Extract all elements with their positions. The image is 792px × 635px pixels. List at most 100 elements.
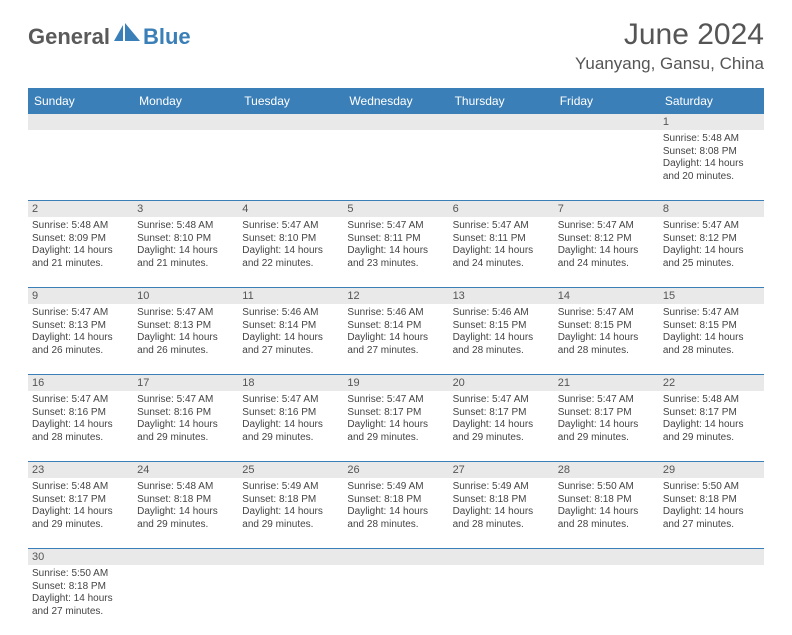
day-number-row: 2345678 [28,201,764,217]
day-cell: Sunrise: 5:49 AMSunset: 8:18 PMDaylight:… [238,478,343,548]
daylight-text: and 29 minutes. [242,519,339,532]
day-number [133,114,238,130]
daylight-text: and 29 minutes. [137,519,234,532]
day-number: 16 [28,375,133,391]
daylight-text: and 20 minutes. [663,171,760,184]
sunrise-text: Sunrise: 5:48 AM [137,481,234,494]
daylight-text: and 21 minutes. [137,258,234,271]
sunrise-text: Sunrise: 5:50 AM [558,481,655,494]
sunrise-text: Sunrise: 5:47 AM [242,394,339,407]
sunset-text: Sunset: 8:16 PM [32,407,129,420]
daylight-text: and 28 minutes. [453,519,550,532]
day-cell [554,565,659,635]
sunset-text: Sunset: 8:14 PM [347,320,444,333]
day-cell: Sunrise: 5:47 AMSunset: 8:16 PMDaylight:… [28,391,133,461]
day-number-row: 23242526272829 [28,462,764,478]
daylight-text: Daylight: 14 hours [32,593,129,606]
day-number: 17 [133,375,238,391]
day-cell: Sunrise: 5:47 AMSunset: 8:10 PMDaylight:… [238,217,343,287]
month-title: June 2024 [575,18,764,52]
day-cell: Sunrise: 5:46 AMSunset: 8:14 PMDaylight:… [238,304,343,374]
day-cell: Sunrise: 5:49 AMSunset: 8:18 PMDaylight:… [449,478,554,548]
daylight-text: Daylight: 14 hours [347,506,444,519]
sunrise-text: Sunrise: 5:48 AM [32,481,129,494]
sunrise-text: Sunrise: 5:47 AM [558,220,655,233]
day-number: 29 [659,462,764,478]
daylight-text: Daylight: 14 hours [242,506,339,519]
day-cell: Sunrise: 5:50 AMSunset: 8:18 PMDaylight:… [659,478,764,548]
daylight-text: Daylight: 14 hours [347,245,444,258]
sunrise-text: Sunrise: 5:47 AM [663,220,760,233]
sunset-text: Sunset: 8:15 PM [558,320,655,333]
sunset-text: Sunset: 8:13 PM [32,320,129,333]
daylight-text: and 27 minutes. [663,519,760,532]
day-number: 5 [343,201,448,217]
sunrise-text: Sunrise: 5:50 AM [32,568,129,581]
day-number: 21 [554,375,659,391]
day-cell [133,130,238,200]
day-cell: Sunrise: 5:47 AMSunset: 8:15 PMDaylight:… [554,304,659,374]
day-cell: Sunrise: 5:47 AMSunset: 8:12 PMDaylight:… [659,217,764,287]
day-number [28,114,133,130]
day-cell: Sunrise: 5:47 AMSunset: 8:15 PMDaylight:… [659,304,764,374]
week-row: Sunrise: 5:50 AMSunset: 8:18 PMDaylight:… [28,565,764,635]
day-cell: Sunrise: 5:48 AMSunset: 8:17 PMDaylight:… [28,478,133,548]
daylight-text: Daylight: 14 hours [558,419,655,432]
sunrise-text: Sunrise: 5:47 AM [137,307,234,320]
sunrise-text: Sunrise: 5:47 AM [558,307,655,320]
sunrise-text: Sunrise: 5:47 AM [453,220,550,233]
daylight-text: and 26 minutes. [32,345,129,358]
sunset-text: Sunset: 8:10 PM [137,233,234,246]
day-number: 22 [659,375,764,391]
sunset-text: Sunset: 8:09 PM [32,233,129,246]
day-cell: Sunrise: 5:48 AMSunset: 8:10 PMDaylight:… [133,217,238,287]
day-header: Tuesday [238,88,343,114]
day-cell: Sunrise: 5:50 AMSunset: 8:18 PMDaylight:… [28,565,133,635]
daylight-text: Daylight: 14 hours [137,419,234,432]
sunrise-text: Sunrise: 5:49 AM [347,481,444,494]
daylight-text: and 24 minutes. [453,258,550,271]
daylight-text: and 28 minutes. [32,432,129,445]
sunset-text: Sunset: 8:18 PM [242,494,339,507]
daylight-text: and 22 minutes. [242,258,339,271]
page-header: General Blue June 2024 Yuanyang, Gansu, … [0,0,792,82]
day-cell: Sunrise: 5:47 AMSunset: 8:13 PMDaylight:… [28,304,133,374]
daylight-text: Daylight: 14 hours [453,245,550,258]
sunrise-text: Sunrise: 5:47 AM [242,220,339,233]
day-cell: Sunrise: 5:50 AMSunset: 8:18 PMDaylight:… [554,478,659,548]
day-number [238,114,343,130]
sunrise-text: Sunrise: 5:47 AM [137,394,234,407]
day-cell [659,565,764,635]
day-cell: Sunrise: 5:47 AMSunset: 8:17 PMDaylight:… [343,391,448,461]
day-number: 9 [28,288,133,304]
daylight-text: and 29 minutes. [137,432,234,445]
sunset-text: Sunset: 8:17 PM [663,407,760,420]
daylight-text: and 25 minutes. [663,258,760,271]
sunset-text: Sunset: 8:15 PM [663,320,760,333]
day-header: Sunday [28,88,133,114]
day-cell: Sunrise: 5:48 AMSunset: 8:08 PMDaylight:… [659,130,764,200]
daylight-text: and 29 minutes. [347,432,444,445]
sunrise-text: Sunrise: 5:47 AM [347,220,444,233]
day-cell: Sunrise: 5:46 AMSunset: 8:14 PMDaylight:… [343,304,448,374]
logo-text-a: General [28,24,110,50]
week-row: Sunrise: 5:48 AMSunset: 8:09 PMDaylight:… [28,217,764,288]
day-cell [238,130,343,200]
daylight-text: and 21 minutes. [32,258,129,271]
day-number: 20 [449,375,554,391]
sunset-text: Sunset: 8:13 PM [137,320,234,333]
day-cell [449,565,554,635]
sunrise-text: Sunrise: 5:46 AM [453,307,550,320]
day-number [343,114,448,130]
daylight-text: and 24 minutes. [558,258,655,271]
calendar: Sunday Monday Tuesday Wednesday Thursday… [28,88,764,635]
day-number: 13 [449,288,554,304]
daylight-text: and 27 minutes. [242,345,339,358]
daylight-text: Daylight: 14 hours [663,419,760,432]
day-number: 3 [133,201,238,217]
sunrise-text: Sunrise: 5:49 AM [453,481,550,494]
sunrise-text: Sunrise: 5:47 AM [32,307,129,320]
day-cell: Sunrise: 5:47 AMSunset: 8:16 PMDaylight:… [238,391,343,461]
title-block: June 2024 Yuanyang, Gansu, China [575,18,764,74]
sunset-text: Sunset: 8:18 PM [663,494,760,507]
